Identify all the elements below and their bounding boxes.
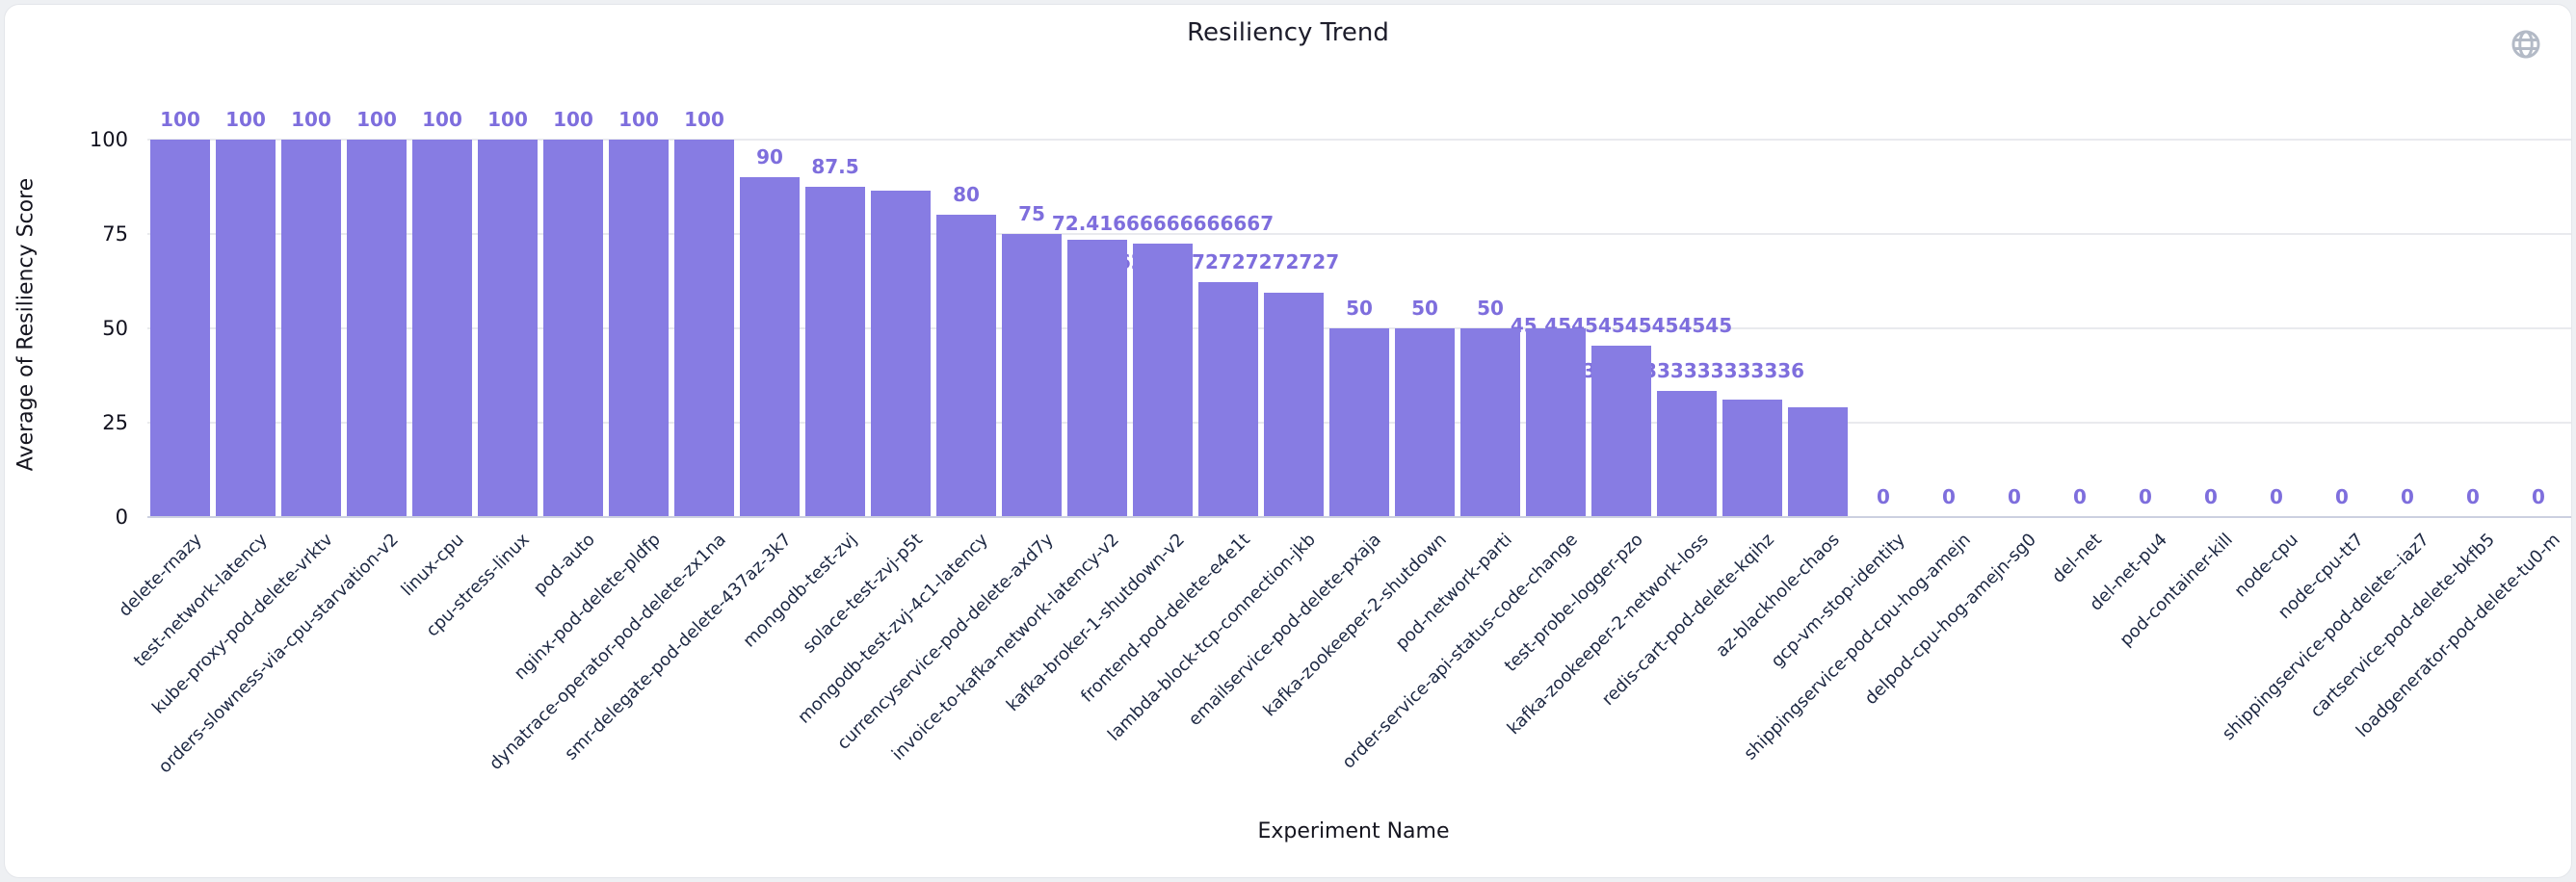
bar-value-label: 62.27272727272727: [1117, 249, 1340, 273]
bar-value-label: 100: [553, 108, 593, 131]
bar[interactable]: [1002, 234, 1062, 517]
bar-value-label: 90: [756, 145, 783, 169]
chart-card: Resiliency Trend Average of Resiliency S…: [4, 4, 2572, 878]
bar[interactable]: [1460, 328, 1520, 517]
bar-value-label: 0: [2532, 485, 2545, 508]
bar[interactable]: [150, 140, 210, 517]
x-axis-title: Experiment Name: [1257, 819, 1450, 843]
x-category-label-text: dynatrace-operator-pod-delete-zx1na: [485, 530, 730, 774]
bar-value-label: 100: [356, 108, 397, 131]
bar-value-label: 87.5: [811, 155, 859, 178]
gridline-y75: [147, 233, 2571, 235]
bar-value-label: 75: [1018, 202, 1045, 225]
x-category-label-text: solace-test-zvj-p5t: [799, 530, 927, 658]
globe-button[interactable]: [2508, 26, 2544, 63]
x-category-label-text: pod-container-kill: [2116, 530, 2237, 651]
y-tick-label: 50: [102, 317, 128, 340]
bar[interactable]: [1198, 281, 1258, 517]
plot-area: 0 25 50 75 100 100 delete-rnazy 100 test-network…: [5, 5, 2571, 877]
bar-value-label: 100: [225, 108, 266, 131]
bar[interactable]: [1722, 399, 1782, 517]
bar-value-label: 72.41666666666667: [1051, 212, 1275, 236]
bar[interactable]: [936, 215, 996, 517]
bar-value-label: 100: [684, 108, 724, 131]
bar[interactable]: [1395, 328, 1455, 517]
bar-value-label: 33.333333333333336: [1568, 359, 1805, 383]
bar-value-label: 0: [1942, 485, 1956, 508]
bar-value-label: 100: [618, 108, 659, 131]
bar-value-label: 50: [1411, 297, 1438, 320]
x-category-label-text: mongodb-test-zvj: [739, 530, 861, 652]
bar-value-label: 45.45454545454545: [1510, 313, 1733, 337]
bar-value-label: 100: [487, 108, 528, 131]
bar[interactable]: [871, 190, 931, 517]
bar[interactable]: [281, 140, 341, 517]
x-category-label-text: pod-auto: [529, 530, 599, 600]
x-category-label-text: orders-slowness-via-cpu-starvation-v2: [154, 530, 403, 778]
x-category-label-text: del-net: [2048, 530, 2106, 587]
bar-value-label: 0: [2335, 485, 2349, 508]
bar[interactable]: [1133, 244, 1193, 517]
bar[interactable]: [1264, 292, 1324, 517]
bar[interactable]: [609, 140, 669, 517]
bar[interactable]: [674, 140, 734, 517]
bar[interactable]: [216, 140, 276, 517]
bar-value-label: 0: [1877, 485, 1890, 508]
chart-title: Resiliency Trend: [1187, 18, 1389, 47]
x-category-label-text: az-blackhole-chaos: [1712, 530, 1844, 662]
x-axis-line: [147, 516, 2571, 518]
bar-value-label: 0: [2139, 485, 2152, 508]
bar-value-label: 0: [2270, 485, 2283, 508]
x-category-label-text: order-service-api-status-code-change: [1338, 530, 1582, 773]
bar[interactable]: [478, 140, 538, 517]
x-category-label-text: smr-delegate-pod-delete-437az-3k7: [561, 530, 796, 765]
bar[interactable]: [412, 140, 472, 517]
x-category-label-text: pod-network-parti: [1391, 530, 1516, 655]
bar-value-label: 0: [2204, 485, 2218, 508]
bar[interactable]: [1526, 328, 1586, 517]
bar-value-label: 100: [422, 108, 462, 131]
bar[interactable]: [543, 140, 603, 517]
bar-value-label: 0: [2466, 485, 2480, 508]
y-tick-label: 25: [102, 411, 128, 434]
bar[interactable]: [740, 177, 800, 517]
bar-value-label: 100: [291, 108, 331, 131]
y-tick-label: 75: [102, 222, 128, 246]
y-tick-label: 100: [89, 128, 128, 151]
bar-value-label: 0: [2008, 485, 2021, 508]
bar[interactable]: [347, 140, 407, 517]
bar-value-label: 0: [2073, 485, 2087, 508]
bar[interactable]: [805, 187, 865, 517]
bar-value-label: 80: [953, 183, 980, 207]
bar-value-label: 50: [1346, 297, 1373, 320]
y-tick-label: 0: [115, 506, 128, 529]
bar-value-label: 50: [1477, 297, 1504, 320]
globe-icon: [2510, 28, 2542, 61]
x-category-label-text: shippingservice-pod-cpu-hog-amejn: [1740, 530, 1975, 765]
bar[interactable]: [1657, 391, 1717, 517]
bar-value-label: 100: [160, 108, 200, 131]
bar[interactable]: [1591, 345, 1651, 517]
x-category-label-text: invoice-to-kafka-network-latency-v2: [887, 530, 1123, 765]
bar[interactable]: [1067, 239, 1127, 517]
bar[interactable]: [1329, 328, 1389, 517]
bar-value-label: 0: [2401, 485, 2414, 508]
gridline-y100: [147, 139, 2571, 141]
bar[interactable]: [1788, 406, 1848, 517]
